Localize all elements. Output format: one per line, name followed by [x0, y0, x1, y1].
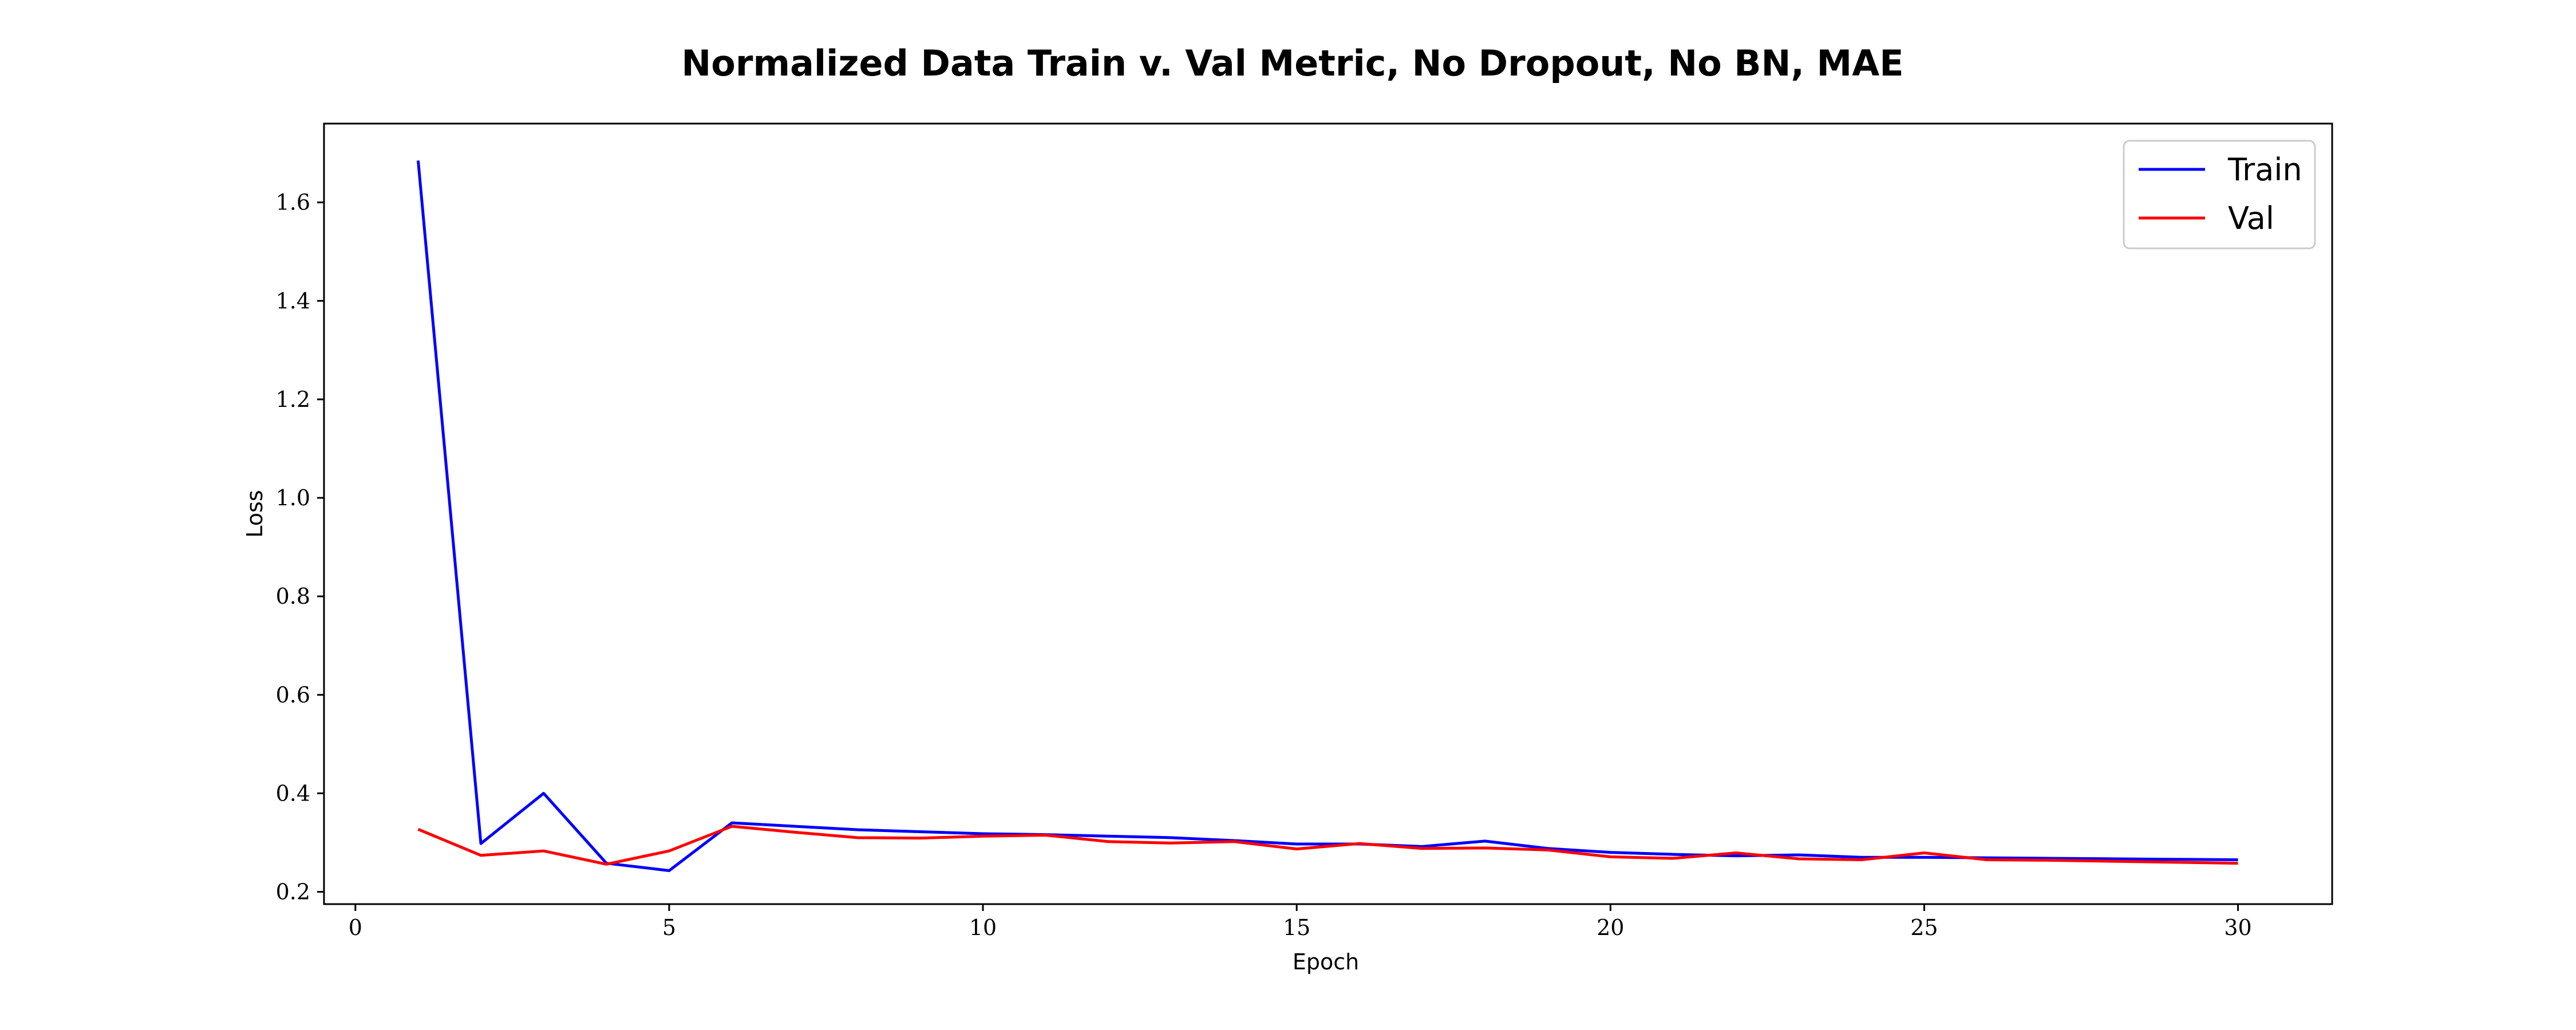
y-tick-label: 1.4 — [276, 288, 310, 314]
y-tick-label: 1.0 — [276, 485, 310, 510]
x-tick-label: 0 — [349, 915, 362, 940]
x-tick-label: 5 — [662, 915, 676, 940]
series-lines — [416, 160, 2238, 872]
plot-area — [323, 122, 2333, 905]
legend-label-train: Train — [2227, 152, 2302, 188]
y-axis-label: Loss — [242, 490, 267, 537]
y-tick-label: 0.4 — [276, 781, 310, 806]
y-tick-label: 0.8 — [276, 584, 310, 609]
x-tick-label: 25 — [1910, 915, 1938, 940]
legend-label-val: Val — [2228, 200, 2274, 236]
x-tick-label: 30 — [2224, 915, 2251, 940]
y-axis-ticks: 0.2 0.4 0.6 0.8 1.0 1.2 1.4 1.6 — [276, 190, 324, 904]
y-tick-label: 0.6 — [276, 682, 310, 707]
y-tick-label: 0.2 — [276, 879, 310, 904]
chart-title: Normalized Data Train v. Val Metric, No … — [681, 42, 1903, 84]
y-tick-label: 1.6 — [276, 190, 310, 215]
y-tick-label: 1.2 — [276, 387, 310, 412]
x-axis-label: Epoch — [1293, 949, 1359, 974]
x-tick-label: 20 — [1597, 915, 1624, 940]
series-line-val — [417, 825, 2238, 866]
legend: Train Val — [2123, 140, 2316, 249]
legend-box — [2123, 140, 2316, 249]
x-tick-label: 15 — [1283, 915, 1310, 940]
x-axis-ticks: 0 5 10 15 20 25 30 — [349, 904, 2252, 940]
x-tick-label: 10 — [969, 915, 997, 940]
